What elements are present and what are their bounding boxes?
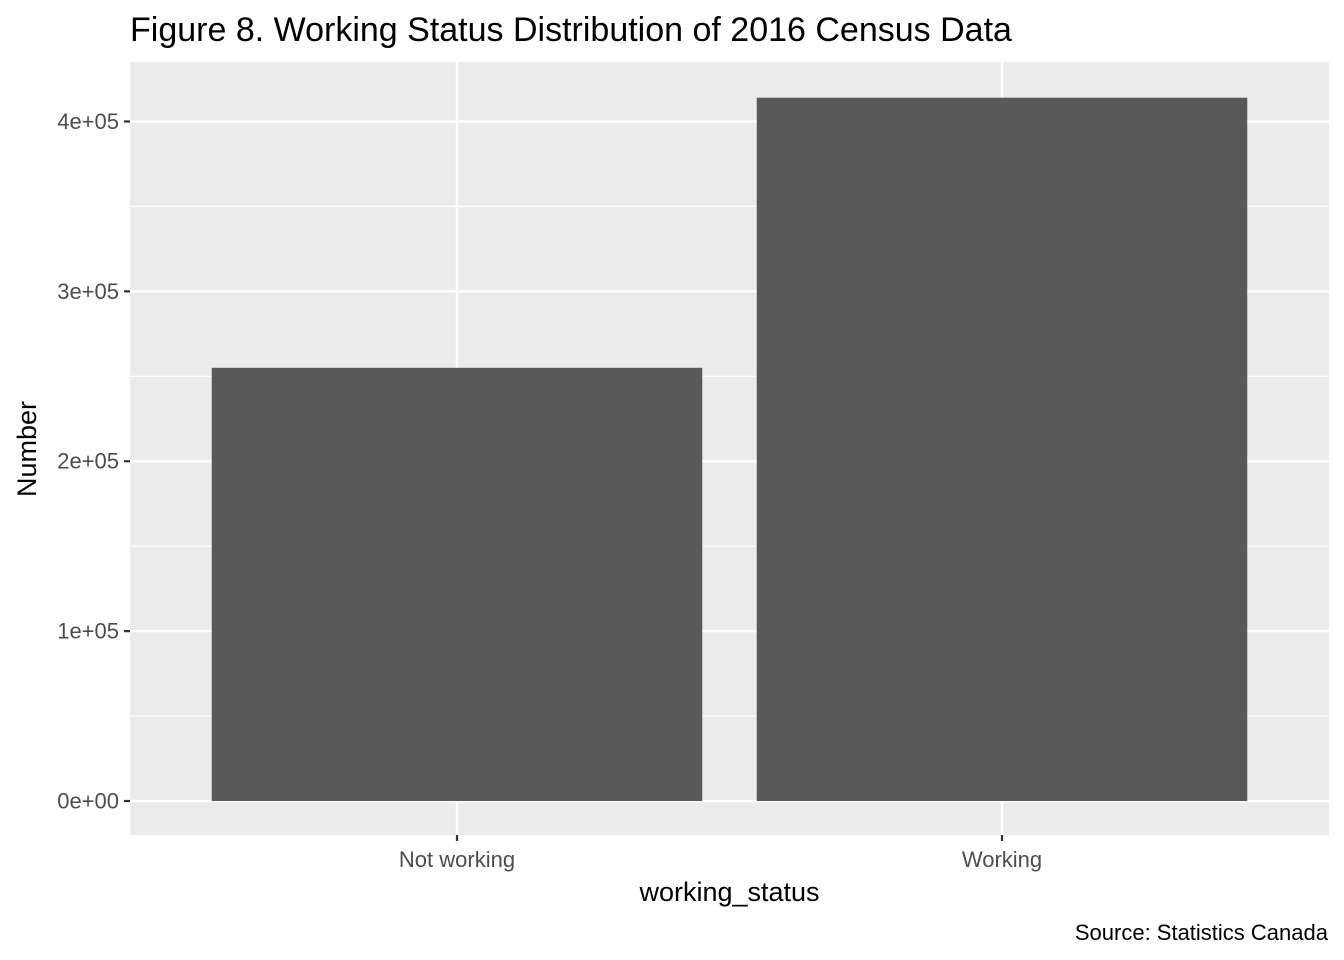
y-tick-label: 1e+05 <box>57 619 119 644</box>
x-tick-label: Not working <box>399 847 515 872</box>
bar-working <box>756 97 1248 802</box>
y-tick-label: 0e+00 <box>57 789 119 814</box>
y-axis-label: Number <box>12 401 42 497</box>
x-tick-label: Working <box>962 847 1042 872</box>
chart-caption: Source: Statistics Canada <box>1075 920 1329 945</box>
y-tick-label: 4e+05 <box>57 109 119 134</box>
y-axis: 0e+00 1e+05 2e+05 3e+05 4e+05 <box>57 109 130 814</box>
x-axis-label: working_status <box>638 877 819 907</box>
bar-not-working <box>211 367 703 802</box>
x-axis: Not working Working <box>399 835 1042 872</box>
bars <box>211 97 1248 802</box>
chart-title: Figure 8. Working Status Distribution of… <box>130 11 1012 49</box>
y-tick-label: 3e+05 <box>57 279 119 304</box>
y-tick-label: 2e+05 <box>57 449 119 474</box>
